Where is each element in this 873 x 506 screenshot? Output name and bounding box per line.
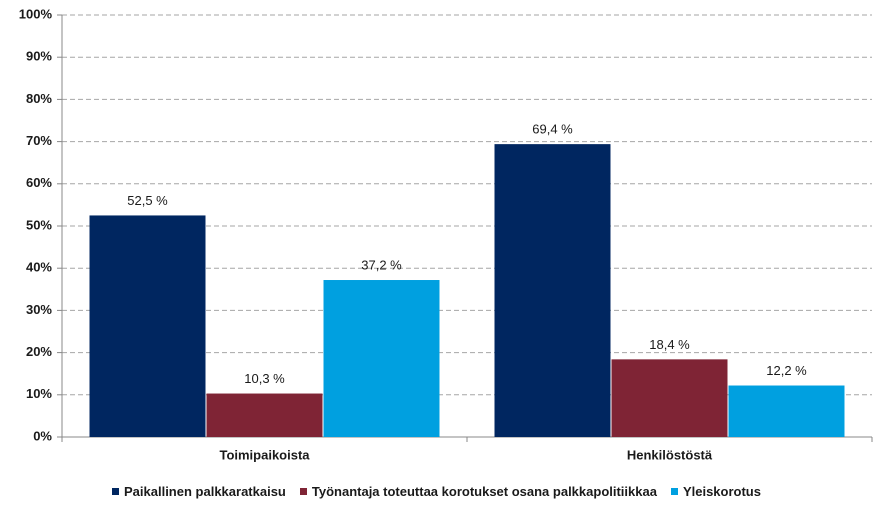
- y-tick-label: 30%: [26, 302, 52, 317]
- y-tick-label: 0%: [33, 428, 52, 443]
- legend-item: Työnantaja toteuttaa korotukset osana pa…: [299, 484, 657, 499]
- legend-label: Työnantaja toteuttaa korotukset osana pa…: [311, 484, 657, 499]
- value-label: 37,2 %: [361, 257, 402, 272]
- legend-label: Paikallinen palkkaratkaisu: [124, 484, 286, 499]
- value-label: 12,2 %: [766, 363, 807, 378]
- legend-item: Yleiskorotus: [670, 484, 761, 499]
- legend-swatch: [670, 488, 678, 495]
- y-tick-label: 100%: [19, 6, 53, 21]
- y-tick-label: 70%: [26, 133, 52, 148]
- legend-swatch: [112, 488, 119, 495]
- value-label: 52,5 %: [127, 193, 168, 208]
- value-label: 69,4 %: [532, 122, 573, 137]
- bar: [611, 359, 728, 437]
- y-tick-label: 50%: [26, 217, 52, 232]
- value-label: 10,3 %: [244, 371, 285, 386]
- x-tick-label: Toimipaikoista: [219, 447, 310, 462]
- bar: [323, 280, 440, 437]
- value-label: 18,4 %: [649, 337, 690, 352]
- y-tick-label: 20%: [26, 344, 52, 359]
- bar: [494, 144, 611, 437]
- legend: Paikallinen palkkaratkaisu Työnantaja tot…: [0, 484, 873, 499]
- bar: [728, 385, 845, 437]
- y-tick-label: 40%: [26, 260, 52, 275]
- legend-item: Paikallinen palkkaratkaisu: [112, 484, 286, 499]
- y-tick-label: 90%: [26, 49, 52, 64]
- chart: 0% 10% 20% 30% 40% 50% 60% 70% 80% 90% 100% Toimipa…: [19, 6, 873, 462]
- y-tick-label: 80%: [26, 91, 52, 106]
- bar: [206, 393, 323, 437]
- y-tick-label: 60%: [26, 175, 52, 190]
- y-tick-label: 10%: [26, 386, 52, 401]
- x-tick-label: Henkilöstöstä: [627, 447, 713, 462]
- legend-swatch: [299, 488, 307, 495]
- bar: [89, 215, 206, 437]
- legend-label: Yleiskorotus: [682, 484, 761, 499]
